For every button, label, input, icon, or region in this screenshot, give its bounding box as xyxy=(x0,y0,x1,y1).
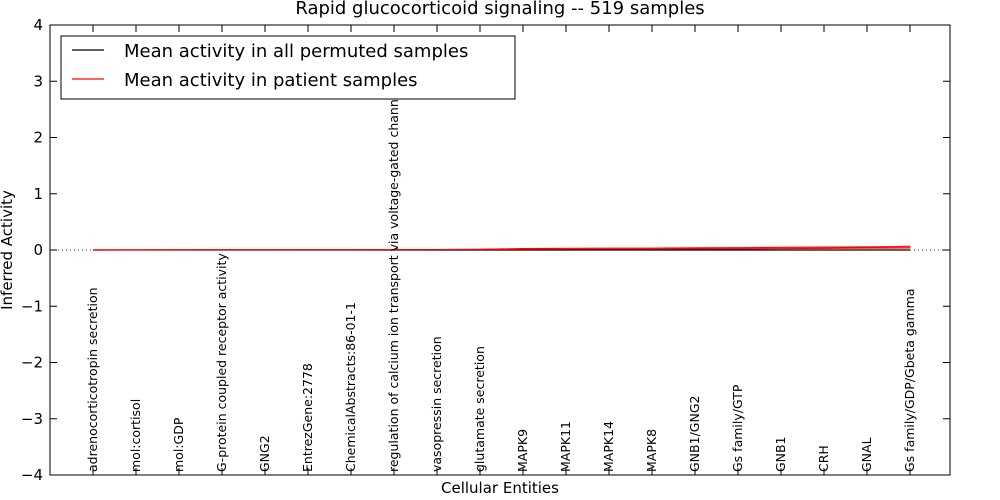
x-axis-label: Cellular Entities xyxy=(441,479,559,497)
x-tick-label: ChemicalAbstracts:86-01-1 xyxy=(343,302,358,472)
x-tick-label: glutamate secretion xyxy=(472,346,487,472)
y-tick-label: 4 xyxy=(33,16,43,34)
legend-box xyxy=(60,35,516,100)
legend-label-permuted: Mean activity in all permuted samples xyxy=(124,41,468,62)
y-tick-label: −4 xyxy=(21,466,43,484)
series-lines xyxy=(92,246,911,251)
x-tick-label: mol:cortisol xyxy=(128,399,143,472)
x-tick-label: vasopressin secretion xyxy=(429,336,444,472)
x-tick-label: GNB1 xyxy=(773,436,788,472)
y-tick-label: −2 xyxy=(21,354,43,372)
x-tick-label: regulation of calcium ion transport via … xyxy=(386,88,401,472)
x-tick-label: EntrezGene:2778 xyxy=(300,363,315,472)
x-tick-label: MAPK9 xyxy=(515,429,530,472)
x-tick-label: MAPK11 xyxy=(558,421,573,472)
x-tick-label: Gs family/GDP/Gbeta gamma xyxy=(902,289,917,472)
x-tick-label: GNAL xyxy=(859,437,874,472)
y-tick-label: 0 xyxy=(33,241,43,259)
legend-label-patient: Mean activity in patient samples xyxy=(124,70,418,91)
y-tick-label: 1 xyxy=(33,185,43,203)
chart-title: Rapid glucocorticoid signaling -- 519 sa… xyxy=(295,0,704,19)
legend: Mean activity in all permuted samples Me… xyxy=(60,35,516,100)
y-tick-label: 3 xyxy=(33,72,43,90)
x-tick-label: MAPK8 xyxy=(644,429,659,472)
x-tick-label: MAPK14 xyxy=(601,421,616,472)
y-axis: −4 −3 −2 −1 0 1 2 3 4 xyxy=(21,16,950,484)
x-tick-label: adrenocorticotropin secretion xyxy=(85,287,100,472)
x-tick-label: Gs family/GTP xyxy=(730,384,745,472)
x-tick-label: G-protein coupled receptor activity xyxy=(214,253,229,472)
x-tick-label: GNG2 xyxy=(257,435,272,472)
x-axis: adrenocorticotropin secretion mol:cortiso… xyxy=(85,25,917,475)
x-tick-label: mol:GDP xyxy=(171,417,186,472)
y-tick-label: 2 xyxy=(33,129,43,147)
x-tick-label: CRH xyxy=(816,445,831,472)
y-axis-label: Inferred Activity xyxy=(0,190,16,310)
y-tick-label: −1 xyxy=(21,297,43,315)
y-tick-label: −3 xyxy=(21,410,43,428)
x-tick-label: GNB1/GNG2 xyxy=(687,396,702,472)
series-line-1 xyxy=(92,246,911,251)
